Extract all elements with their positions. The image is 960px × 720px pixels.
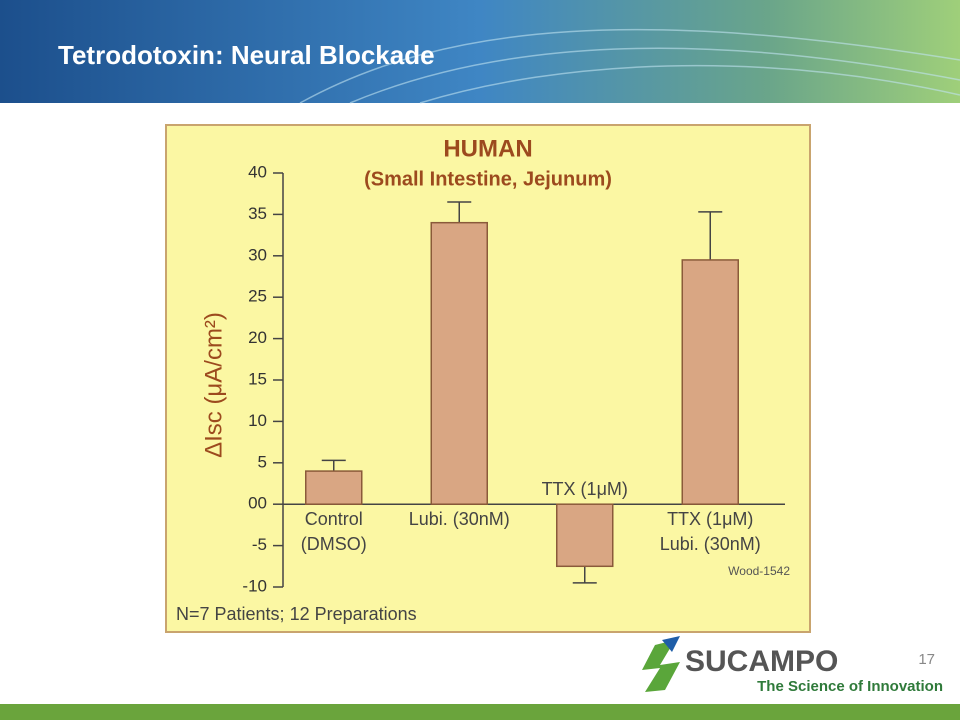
y-tick-label: 15 <box>248 369 267 388</box>
header-banner <box>0 0 960 103</box>
chart-subtitle: (Small Intestine, Jejunum) <box>364 168 612 190</box>
chart-title: HUMAN <box>443 135 532 162</box>
logo-name: SUCAMPO <box>685 645 838 678</box>
slide-title: Tetrodotoxin: Neural Blockade <box>58 40 435 70</box>
footnote: N=7 Patients; 12 Preparations <box>176 604 417 624</box>
bar <box>681 259 739 505</box>
y-tick-label: 5 <box>258 452 267 471</box>
footer-bar <box>0 704 960 720</box>
y-tick-label: 30 <box>248 245 267 264</box>
y-axis-label: ΔIsc (μA/cm²) <box>200 312 227 458</box>
x-tick-label: TTX (1μM) <box>667 509 753 529</box>
logo-tagline: The Science of Innovation <box>757 678 943 695</box>
y-tick-label: 00 <box>248 494 267 513</box>
y-tick-label: 20 <box>248 328 267 347</box>
header-swirl <box>299 28 960 104</box>
y-tick-label: -5 <box>252 535 267 554</box>
y-tick-label: -10 <box>242 576 267 595</box>
x-tick-label: (DMSO) <box>301 534 367 554</box>
note: Wood-1542 <box>728 564 790 578</box>
x-tick-label: TTX (1μM) <box>542 479 628 499</box>
logo-mark-accent <box>662 636 680 652</box>
x-tick-label: Control <box>305 509 363 529</box>
x-tick-label: Lubi. (30nM) <box>660 534 761 554</box>
bar <box>430 221 488 505</box>
logo-mark <box>642 640 680 692</box>
x-tick-label: Lubi. (30nM) <box>409 509 510 529</box>
bar <box>556 503 614 568</box>
y-tick-label: 35 <box>248 204 267 223</box>
page-number: 17 <box>918 651 935 668</box>
y-tick-label: 10 <box>248 411 267 430</box>
y-tick-label: 25 <box>248 287 267 306</box>
y-tick-label: 40 <box>248 162 267 181</box>
bar <box>305 470 363 505</box>
